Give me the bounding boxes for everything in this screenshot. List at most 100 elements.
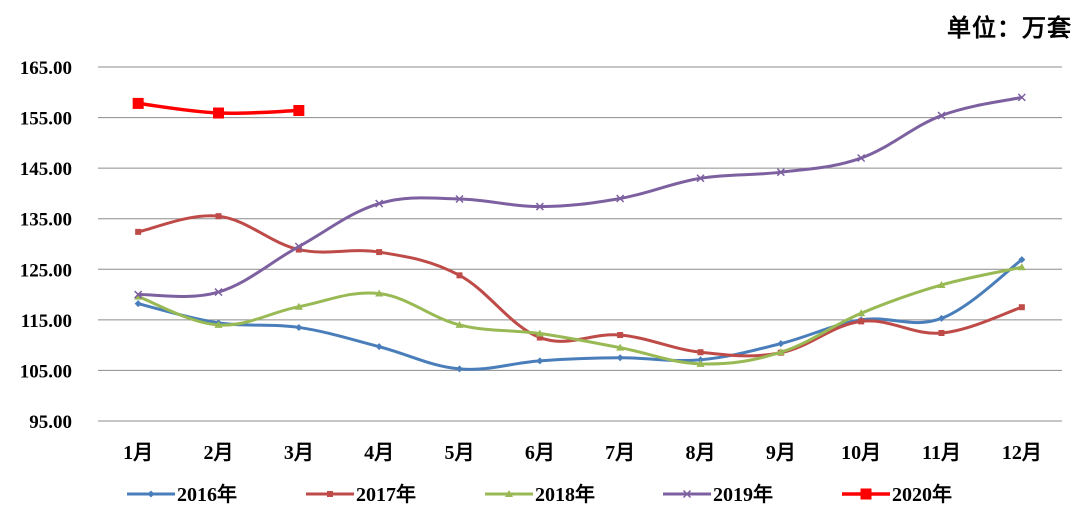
data-point xyxy=(294,242,303,251)
x-tick-label: 12月 xyxy=(1002,442,1042,464)
data-point xyxy=(295,323,303,331)
x-tick-label: 8月 xyxy=(686,442,716,464)
series-line xyxy=(134,263,1026,367)
x-tick-label: 10月 xyxy=(841,442,881,464)
series xyxy=(132,93,1026,373)
x-tick-label: 5月 xyxy=(445,442,475,464)
unit-label: 单位：万套 xyxy=(947,14,1072,42)
data-point xyxy=(616,343,625,351)
series-line xyxy=(134,93,1026,299)
y-tick-label: 125.00 xyxy=(20,260,72,281)
data-point xyxy=(616,194,625,203)
data-point xyxy=(294,302,303,310)
data-point xyxy=(1018,304,1025,311)
grid xyxy=(98,66,1062,422)
data-point xyxy=(375,199,384,208)
data-point xyxy=(536,357,544,365)
legend-label: 2016年 xyxy=(177,482,237,506)
data-point xyxy=(375,289,384,297)
data-point xyxy=(616,354,624,362)
data-point xyxy=(860,488,872,500)
data-point xyxy=(938,330,945,337)
legend-label: 2018年 xyxy=(535,482,595,506)
series-line xyxy=(135,213,1025,358)
data-point xyxy=(147,490,155,498)
x-tick-label: 2月 xyxy=(204,442,234,464)
data-point xyxy=(617,332,624,339)
x-tick-label: 7月 xyxy=(605,442,635,464)
legend: 2016年 2017年 2018年 2019年 2020年 xyxy=(127,482,952,506)
data-point xyxy=(293,104,305,116)
data-point xyxy=(938,314,945,322)
x-axis-ticks: 1月 2月 3月 4月 5月 6月 7月 8月 9月 10月 11月 12月 xyxy=(123,442,1042,464)
data-point xyxy=(1018,256,1026,264)
series-path xyxy=(137,214,1023,358)
legend-label: 2019年 xyxy=(713,482,773,506)
data-point xyxy=(697,349,704,356)
data-point xyxy=(1017,263,1026,271)
data-point xyxy=(937,111,946,120)
data-point xyxy=(134,290,143,299)
data-point xyxy=(455,194,464,204)
y-axis-ticks: 95.00 105.00 115.00 125.00 135.00 145.00 155.0… xyxy=(20,58,72,433)
data-point xyxy=(375,343,383,351)
data-point xyxy=(776,168,785,177)
x-tick-label: 6月 xyxy=(525,442,555,464)
data-point xyxy=(134,300,142,308)
data-point xyxy=(858,318,865,325)
legend-item: 2017年 xyxy=(306,482,416,506)
data-point xyxy=(214,320,223,328)
legend-label: 2020年 xyxy=(892,482,952,506)
series-path xyxy=(137,258,1023,371)
data-point xyxy=(134,292,143,300)
series-line xyxy=(134,256,1026,373)
data-point xyxy=(857,153,866,163)
data-point xyxy=(295,246,302,253)
data-point xyxy=(857,309,866,317)
data-point xyxy=(214,288,223,297)
series-line xyxy=(132,97,305,119)
data-point xyxy=(777,340,785,348)
data-point xyxy=(697,356,704,364)
series-path xyxy=(137,265,1023,366)
data-point xyxy=(135,228,142,235)
data-point xyxy=(327,491,333,497)
legend-label: 2017年 xyxy=(356,482,416,506)
data-point xyxy=(455,320,464,328)
data-point xyxy=(132,97,144,109)
x-tick-label: 9月 xyxy=(766,442,796,464)
x-tick-label: 11月 xyxy=(922,442,961,464)
data-point xyxy=(696,174,705,183)
data-point xyxy=(535,329,544,337)
legend-item: 2019年 xyxy=(663,482,773,506)
data-point xyxy=(213,107,224,119)
data-point xyxy=(505,490,513,497)
data-point xyxy=(776,348,785,356)
data-point xyxy=(696,359,705,367)
data-point xyxy=(1017,93,1026,102)
legend-item: 2020年 xyxy=(842,482,952,506)
x-tick-label: 3月 xyxy=(284,442,314,464)
y-tick-label: 135.00 xyxy=(20,210,72,231)
y-tick-label: 165.00 xyxy=(20,58,72,79)
data-point xyxy=(682,489,692,499)
y-tick-label: 115.00 xyxy=(21,311,72,332)
y-tick-label: 155.00 xyxy=(20,109,72,130)
legend-item: 2018年 xyxy=(485,482,595,506)
data-point xyxy=(456,272,463,279)
y-tick-label: 145.00 xyxy=(20,159,72,180)
x-tick-label: 4月 xyxy=(364,442,394,464)
data-point xyxy=(215,213,222,220)
data-point xyxy=(536,334,543,341)
data-point xyxy=(456,365,463,373)
x-tick-label: 1月 xyxy=(123,442,153,464)
data-point xyxy=(937,280,946,288)
legend-item: 2016年 xyxy=(127,482,237,506)
series-path xyxy=(138,95,1023,299)
data-point xyxy=(376,249,383,256)
data-point xyxy=(535,202,544,211)
y-tick-label: 95.00 xyxy=(29,412,72,433)
y-tick-label: 105.00 xyxy=(20,361,72,382)
